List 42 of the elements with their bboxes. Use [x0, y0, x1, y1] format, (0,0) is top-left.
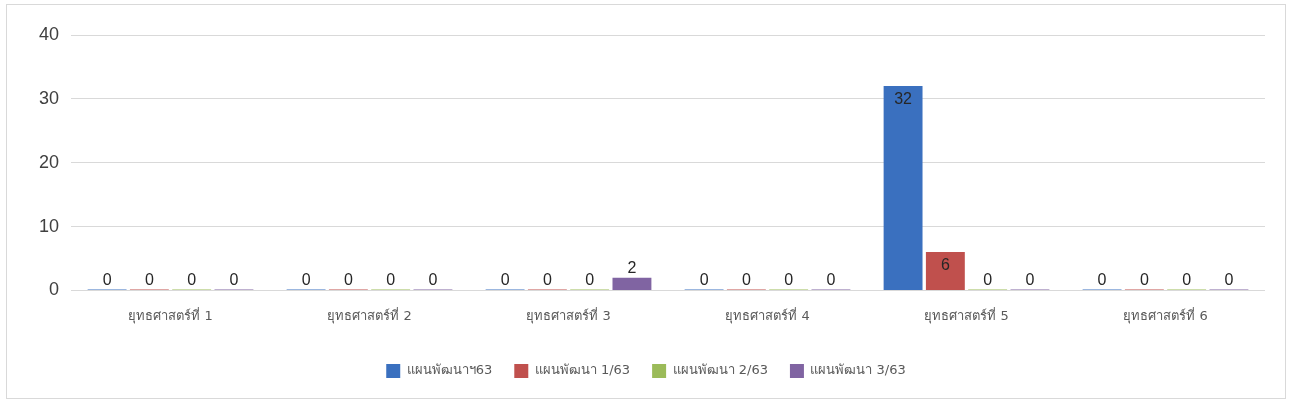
- y-tick-label: 0: [49, 279, 60, 300]
- legend-label: แผนพัฒนา 2/63: [672, 362, 768, 378]
- x-tick-label: ยุทธศาสตร์ที่ 6: [1123, 306, 1208, 324]
- data-label: 0: [542, 270, 552, 288]
- data-label: 0: [428, 270, 438, 288]
- data-label: 0: [301, 270, 311, 288]
- x-tick-label: ยุทธศาสตร์ที่ 5: [924, 306, 1009, 324]
- y-tick-label: 10: [38, 215, 60, 236]
- bar: [925, 252, 965, 290]
- data-label: 0: [1025, 270, 1035, 288]
- data-label: 0: [1097, 270, 1107, 288]
- data-label: 0: [784, 270, 794, 288]
- data-label: 0: [500, 270, 510, 288]
- y-tick-label: 20: [38, 151, 60, 172]
- legend-label: แผนพัฒนาฯ63: [406, 362, 493, 378]
- bar: [883, 86, 923, 290]
- data-label: 0: [741, 270, 751, 288]
- x-tick-label: ยุทธศาสตร์ที่ 4: [725, 306, 810, 324]
- data-label: 0: [144, 270, 154, 288]
- data-label: 32: [894, 90, 913, 108]
- data-label: 0: [386, 270, 396, 288]
- data-label: 6: [940, 256, 950, 274]
- data-label: 0: [826, 270, 836, 288]
- y-tick-label: 40: [38, 23, 60, 44]
- bar: [612, 277, 652, 290]
- data-label: 0: [187, 270, 197, 288]
- data-label: 0: [343, 270, 353, 288]
- data-label: 0: [102, 270, 112, 288]
- data-label: 0: [1224, 270, 1234, 288]
- legend-label: แผนพัฒนา 1/63: [534, 362, 631, 378]
- data-label: 0: [983, 270, 993, 288]
- y-tick-label: 30: [38, 87, 60, 108]
- data-label: 0: [699, 270, 709, 288]
- data-label: 0: [1139, 270, 1149, 288]
- x-tick-label: ยุทธศาสตร์ที่ 3: [526, 306, 611, 324]
- x-tick-label: ยุทธศาสตร์ที่ 2: [327, 306, 412, 324]
- data-label: 0: [1182, 270, 1192, 288]
- data-label: 0: [585, 270, 595, 288]
- x-tick-label: ยุทธศาสตร์ที่ 1: [128, 306, 213, 324]
- legend-label: แผนพัฒนา 3/63: [810, 362, 906, 378]
- data-label: 2: [627, 259, 637, 277]
- data-label: 0: [229, 270, 239, 288]
